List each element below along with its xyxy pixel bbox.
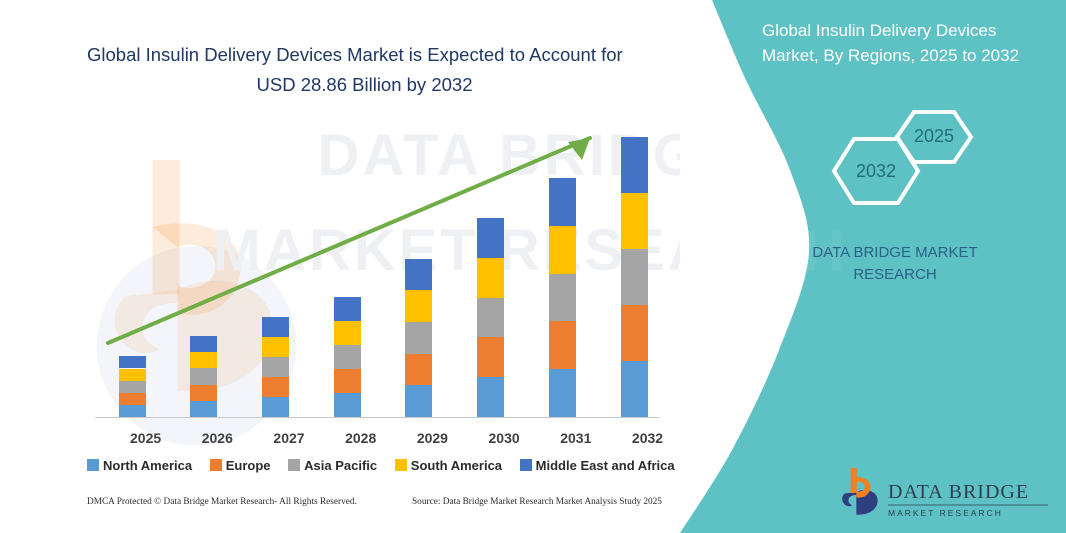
svg-text:2025: 2025 bbox=[914, 126, 954, 146]
svg-text:DATA BRIDGE: DATA BRIDGE bbox=[888, 481, 1029, 503]
svg-text:MARKET RESEARCH: MARKET RESEARCH bbox=[888, 508, 1003, 518]
svg-text:2032: 2032 bbox=[856, 161, 896, 181]
